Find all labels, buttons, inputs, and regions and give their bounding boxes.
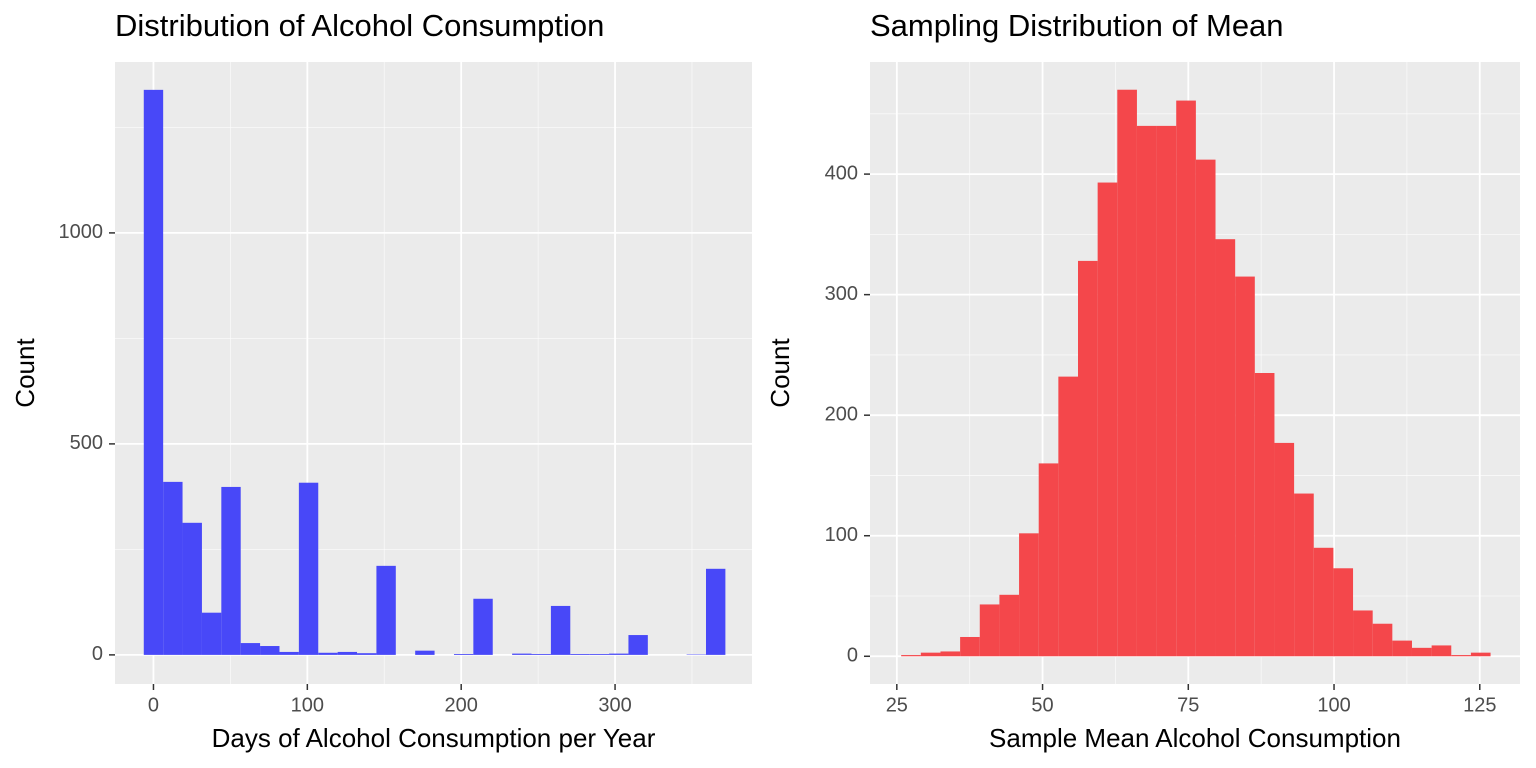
bar xyxy=(960,636,980,657)
bar xyxy=(1431,645,1452,657)
y-tick-label: 200 xyxy=(825,403,858,425)
x-tick-label: 25 xyxy=(886,694,908,716)
bar xyxy=(1136,125,1157,657)
bar xyxy=(979,604,1000,657)
y-axis-title: Count xyxy=(10,338,40,408)
bar xyxy=(1353,610,1373,657)
bar xyxy=(1058,376,1078,657)
bar xyxy=(901,655,921,657)
bar xyxy=(1451,655,1471,657)
x-tick-label: 125 xyxy=(1463,694,1496,716)
bar xyxy=(163,481,183,655)
x-tick-label: 200 xyxy=(445,694,478,716)
bar xyxy=(1078,260,1098,657)
bar xyxy=(182,522,202,655)
chart-title: Distribution of Alcohol Consumption xyxy=(115,8,604,43)
x-axis-title: Days of Alcohol Consumption per Year xyxy=(212,723,656,753)
bar xyxy=(920,652,941,657)
bar xyxy=(1019,533,1039,657)
y-tick-label: 500 xyxy=(70,432,103,454)
bar xyxy=(1117,89,1137,657)
bar xyxy=(1294,493,1314,657)
bar xyxy=(531,654,551,655)
bar xyxy=(1470,652,1491,657)
bar xyxy=(999,594,1020,657)
bar xyxy=(376,565,396,655)
y-tick-label: 0 xyxy=(92,643,103,665)
bar xyxy=(940,651,961,657)
x-tick-label: 300 xyxy=(598,694,631,716)
bar xyxy=(1333,568,1354,657)
bar xyxy=(1097,182,1118,657)
y-tick-label: 1000 xyxy=(59,221,104,243)
y-tick-label: 300 xyxy=(825,283,858,305)
bar xyxy=(143,89,164,655)
bar xyxy=(240,643,261,655)
y-tick-label: 400 xyxy=(825,162,858,184)
bar xyxy=(1235,276,1255,657)
bar xyxy=(1392,640,1412,657)
bar xyxy=(1254,373,1275,657)
y-axis-title: Count xyxy=(765,338,795,408)
bar xyxy=(279,651,299,655)
bar xyxy=(705,568,726,655)
y-tick-label: 0 xyxy=(847,645,858,667)
x-tick-label: 50 xyxy=(1031,694,1053,716)
bar xyxy=(1274,442,1295,657)
bar xyxy=(357,653,377,655)
bar xyxy=(550,605,571,655)
bar xyxy=(512,653,532,655)
bar xyxy=(1176,100,1196,657)
bar xyxy=(318,652,338,655)
bar xyxy=(1411,647,1432,657)
plot-background xyxy=(115,62,752,684)
x-tick-label: 100 xyxy=(291,694,324,716)
bar xyxy=(589,654,610,655)
x-tick-label: 100 xyxy=(1317,694,1350,716)
bar xyxy=(1313,547,1334,657)
bar xyxy=(201,612,222,655)
bar xyxy=(570,654,590,655)
bar xyxy=(260,646,280,655)
bar xyxy=(1372,623,1393,657)
bar xyxy=(609,653,629,655)
bar xyxy=(628,635,648,655)
y-tick-label: 100 xyxy=(825,524,858,546)
bar xyxy=(415,650,435,655)
bar xyxy=(1195,159,1216,657)
bar xyxy=(337,651,358,655)
bar xyxy=(473,598,493,655)
bar xyxy=(1038,463,1059,657)
chart-title: Sampling Distribution of Mean xyxy=(870,8,1284,43)
x-axis-title: Sample Mean Alcohol Consumption xyxy=(989,723,1401,753)
x-tick-label: 75 xyxy=(1177,694,1199,716)
bar xyxy=(1156,125,1177,657)
bar xyxy=(298,482,319,655)
x-tick-label: 0 xyxy=(148,694,159,716)
bar xyxy=(221,486,241,655)
bar xyxy=(1215,239,1236,657)
bar xyxy=(453,654,474,655)
